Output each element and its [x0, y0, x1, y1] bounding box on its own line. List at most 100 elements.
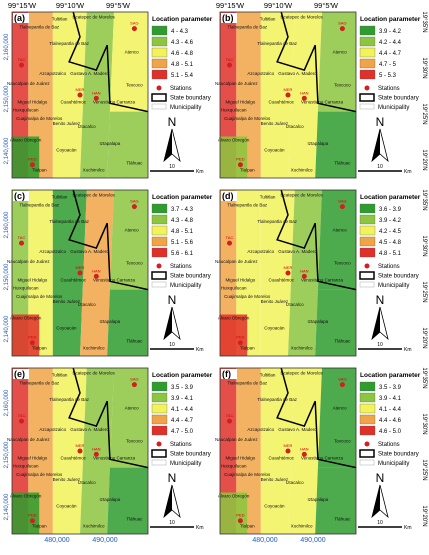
legend-swatch: [359, 47, 376, 58]
legend-label: 3.9 - 4.2: [379, 218, 402, 224]
municipality-label: Xochimilco: [83, 523, 105, 528]
legend-item: State boundary: [170, 96, 211, 102]
municipality-label: Texcoco: [334, 261, 351, 266]
station-label: SAG: [130, 21, 138, 26]
station: [93, 273, 99, 279]
station: [339, 204, 345, 210]
municipality-label: Venustiano Carranza: [301, 455, 344, 460]
station: [285, 270, 291, 276]
municipality-label: Iztacalco: [286, 124, 304, 129]
legend-boundary: [359, 449, 375, 458]
municipality-label: Gustavo A. Madero: [70, 249, 109, 254]
panel-letter: (f): [222, 369, 231, 379]
municipality-label: Cuajimalpa de Morelos: [224, 472, 271, 477]
north-label: N: [168, 115, 177, 129]
municipality-label: Huixquilucan: [13, 286, 39, 291]
scale-unit: Km: [404, 169, 412, 175]
station-label: MER: [76, 443, 85, 448]
legend-boundary: [359, 271, 375, 280]
municipality-label: Miguel Hidalgo: [18, 455, 48, 460]
panel: Tultitlan Ecatepec de Morelos Tlalnepantla…: [215, 1, 427, 179]
municipality-label: Tlalnepantla de Baz: [257, 41, 298, 46]
station: [77, 270, 83, 276]
panel-letter: (c): [14, 191, 25, 201]
municipality-label: Iztacalco: [286, 480, 304, 485]
map-zone: [52, 368, 87, 534]
top-label: 99°5'W: [314, 1, 339, 10]
state-boundary: [68, 367, 149, 469]
legend-swatch: [359, 203, 376, 214]
legend-swatch: [359, 225, 376, 236]
station-label: SAG: [338, 377, 346, 382]
legend-station: [364, 85, 370, 91]
letter-bg: [221, 13, 237, 23]
municipality-label: Texcoco: [126, 439, 143, 444]
right-label: 19°35'N: [421, 367, 427, 388]
top-label: 99°10'W: [264, 1, 293, 10]
municipality-label: Venustiano Carranza: [93, 277, 136, 282]
municipality-label: Tláhuac: [334, 517, 351, 522]
municipality-label: Benito Juárez: [261, 299, 289, 304]
station-label: HAN: [300, 90, 309, 95]
municipality-label: Tultitlan: [260, 194, 276, 199]
municipality-label: Gustavo A. Madero: [278, 427, 317, 432]
letter-bg: [221, 369, 237, 379]
legend-title: Location parameter: [360, 194, 421, 201]
right-label: 19°20'N: [421, 505, 427, 526]
legend-station: [364, 263, 370, 269]
station-label: PED: [236, 335, 244, 340]
municipality-label: Tlalnepantla de Baz: [19, 381, 60, 386]
station: [29, 162, 35, 168]
legend-muni: [359, 281, 375, 288]
station-label: MER: [284, 265, 293, 270]
legend-label: 3.5 - 3.9: [379, 385, 402, 391]
municipality-label: Benito Juárez: [261, 477, 289, 482]
panel: Tultitlan Ecatepec de Morelos Tlalnepantla…: [215, 367, 427, 544]
station-label: HAN: [300, 446, 309, 451]
legend-item: Stations: [378, 442, 400, 448]
letter-bg: [13, 369, 29, 379]
municipality-label: Tlalnepantla de Baz: [19, 203, 60, 208]
north-label: N: [376, 471, 385, 485]
legend-label: 4.3 - 4.8: [171, 218, 194, 224]
station-label: HAN: [92, 446, 101, 451]
municipality-label: Miguel Hidalgo: [226, 455, 256, 460]
left-label: 2,140,000: [4, 137, 10, 164]
right-label: 19°25'N: [421, 103, 427, 124]
legend-swatch: [151, 425, 168, 436]
map-zone: [317, 368, 356, 468]
map-zone: [315, 289, 356, 356]
scale-unit: Km: [196, 525, 204, 531]
legend-item: Stations: [378, 86, 400, 92]
municipality-label: Gustavo A. Madero: [70, 71, 109, 76]
scale-number: 10: [377, 520, 383, 526]
map-frame: [219, 367, 357, 535]
station-label: SAG: [130, 377, 138, 382]
letter-bg: [13, 13, 29, 23]
municipality-label: Ecatepec de Morelos: [280, 15, 323, 20]
legend-label: 4.8 - 5.1: [171, 62, 194, 68]
map-zone: [317, 12, 356, 112]
municipality-label: Coyoacán: [56, 503, 77, 508]
map-frame: [11, 367, 149, 535]
legend-item: Stations: [170, 86, 192, 92]
municipality-label: Iztacalco: [286, 302, 304, 307]
legend-label: 4.6 - 5.0: [379, 429, 402, 435]
map-zone: [12, 314, 40, 356]
legend-muni: [151, 103, 167, 110]
legend-swatch: [359, 403, 376, 414]
legend-swatch: [151, 225, 168, 236]
letter-bg: [13, 191, 29, 201]
station-label: PED: [236, 157, 244, 162]
municipality-label: Tláhuac: [126, 339, 143, 344]
scale-number: 10: [169, 342, 175, 348]
map-zone: [220, 492, 248, 534]
station-label: TAC: [18, 235, 26, 240]
legend-boundary: [151, 271, 167, 280]
municipality-label: Huixquilucan: [13, 108, 39, 113]
legend-swatch: [151, 403, 168, 414]
municipality-label: Azcapotzalco: [39, 71, 66, 76]
municipality-label: Atenco: [333, 228, 348, 233]
station: [131, 382, 137, 388]
station: [131, 26, 137, 32]
